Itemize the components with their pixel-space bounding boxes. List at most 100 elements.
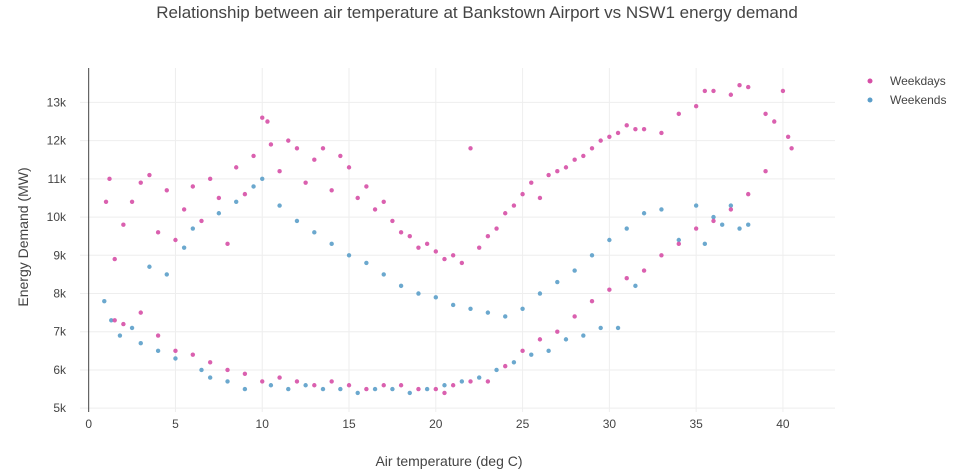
data-point (520, 306, 525, 311)
data-point (242, 371, 248, 376)
data-point (520, 191, 525, 197)
data-point (390, 218, 395, 224)
legend-item-weekends[interactable]: Weekends (867, 93, 947, 107)
data-point (147, 172, 152, 178)
data-point (633, 126, 638, 132)
x-tick-label: 0 (85, 417, 92, 431)
x-tick-label: 10 (256, 417, 270, 431)
data-point (450, 253, 456, 258)
axes: 0 5 10 15 20 25 30 35 40 5k 6k 7k 8k 9k 10k 11k 12k 13k (47, 68, 790, 431)
data-point (225, 379, 230, 384)
data-point (312, 383, 317, 388)
data-point (442, 256, 447, 262)
data-point (129, 199, 135, 204)
data-point (468, 306, 473, 311)
y-tick-label: 12k (47, 134, 67, 148)
data-point (173, 356, 178, 361)
data-point (572, 157, 577, 162)
data-point (641, 126, 647, 132)
data-point (364, 386, 369, 392)
data-point (303, 383, 308, 388)
data-point (693, 226, 699, 231)
legend[interactable]: Weekdays Weekends (867, 74, 947, 107)
data-point (103, 199, 109, 204)
data-point (659, 207, 664, 212)
data-point (450, 302, 456, 308)
data-point (102, 298, 107, 304)
data-point (277, 169, 282, 174)
data-point (719, 222, 725, 227)
data-point (468, 146, 473, 151)
data-point (320, 386, 326, 392)
data-point (260, 176, 265, 182)
data-point (511, 203, 517, 208)
data-point (138, 310, 143, 315)
data-point (121, 321, 126, 327)
x-tick-label: 25 (516, 417, 530, 431)
data-point (265, 119, 270, 124)
data-point (294, 218, 300, 224)
data-point (711, 218, 716, 224)
data-point (164, 188, 169, 193)
data-point (303, 180, 308, 185)
x-tick-label: 40 (776, 417, 790, 431)
data-point (407, 390, 412, 396)
data-point (494, 226, 499, 231)
data-point (207, 375, 213, 380)
data-point (589, 298, 595, 304)
y-tick-label: 7k (53, 325, 67, 339)
data-point (398, 283, 404, 289)
data-point (381, 199, 386, 204)
data-point (581, 333, 586, 338)
data-point (746, 191, 751, 197)
data-point (728, 207, 734, 212)
data-point (433, 295, 439, 300)
data-point (398, 230, 404, 235)
data-point (364, 184, 369, 189)
data-point (355, 195, 360, 201)
data-point (459, 260, 465, 266)
data-point (633, 283, 638, 289)
data-point (277, 203, 282, 208)
data-point (346, 253, 352, 258)
data-point (117, 333, 123, 338)
data-point (763, 169, 768, 174)
data-point (572, 268, 577, 273)
legend-marker (867, 78, 873, 84)
data-point (260, 115, 265, 120)
data-point (268, 142, 274, 147)
data-point (346, 165, 352, 170)
data-point (320, 146, 326, 151)
data-point (416, 386, 421, 392)
y-tick-label: 6k (53, 363, 67, 377)
y-tick-label: 11k (48, 172, 67, 186)
data-point (772, 119, 777, 124)
data-point (555, 169, 560, 174)
data-point (546, 172, 551, 178)
data-point (537, 337, 543, 342)
data-point (746, 84, 751, 90)
data-point (546, 348, 551, 354)
data-point (107, 176, 112, 182)
series-weekends (102, 176, 751, 396)
data-point (138, 341, 143, 346)
legend-item-weekdays[interactable]: Weekdays (867, 74, 946, 88)
y-tick-label: 8k (53, 287, 67, 301)
data-point (173, 237, 178, 243)
data-point (615, 325, 621, 331)
x-axis-title: Air temperature (deg C) (375, 453, 522, 469)
data-point (190, 184, 196, 189)
data-point (234, 199, 239, 204)
data-point (286, 386, 291, 392)
data-point (780, 88, 786, 94)
data-point (329, 379, 334, 384)
data-point (190, 352, 196, 357)
data-point (155, 230, 161, 235)
data-point (737, 83, 742, 88)
x-tick-label: 35 (689, 417, 703, 431)
data-point (138, 180, 143, 185)
data-point (199, 218, 204, 224)
data-point (424, 386, 430, 392)
data-point (260, 379, 265, 384)
y-tick-label: 13k (47, 95, 67, 109)
